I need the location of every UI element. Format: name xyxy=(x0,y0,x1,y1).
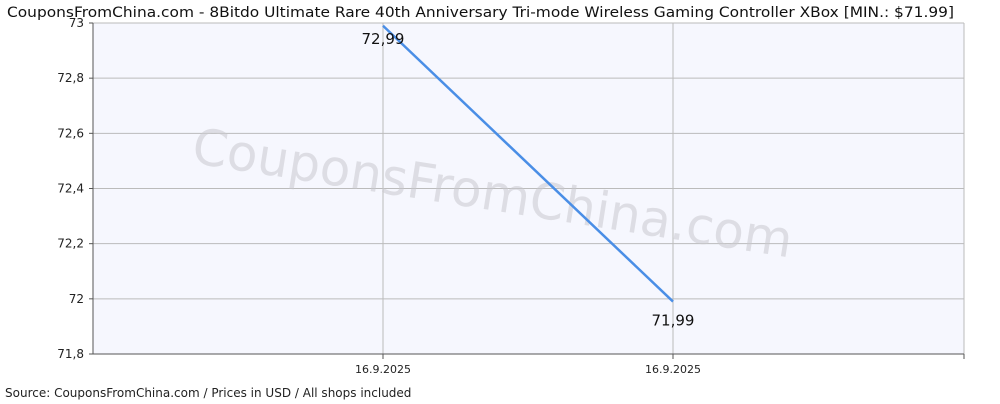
y-tick-label: 73 xyxy=(69,16,84,30)
data-label: 71,99 xyxy=(652,312,695,330)
series-group: 72,99 71,99 xyxy=(362,24,695,330)
x-tick-label: 16.9.2025 xyxy=(355,363,411,376)
y-tick-label: 72 xyxy=(69,292,84,306)
x-tick-label: 16.9.2025 xyxy=(645,363,701,376)
chart-title: CouponsFromChina.com - 8Bitdo Ultimate R… xyxy=(7,5,954,21)
y-tick-label: 71,8 xyxy=(57,347,84,361)
grid-lines xyxy=(93,22,965,355)
data-label: 72,99 xyxy=(362,30,405,48)
x-axis-ticks: 16.9.2025 16.9.2025 xyxy=(355,354,701,376)
y-tick-label: 72,6 xyxy=(57,126,84,140)
y-tick-label: 72,8 xyxy=(57,71,84,85)
y-axis-ticks: 71,8 72 72,2 72,4 72,6 72,8 73 xyxy=(57,16,93,361)
y-tick-label: 72,2 xyxy=(57,237,84,251)
series-line xyxy=(382,24,674,303)
y-tick-label: 72,4 xyxy=(57,182,84,196)
source-note: Source: CouponsFromChina.com / Prices in… xyxy=(5,386,411,400)
